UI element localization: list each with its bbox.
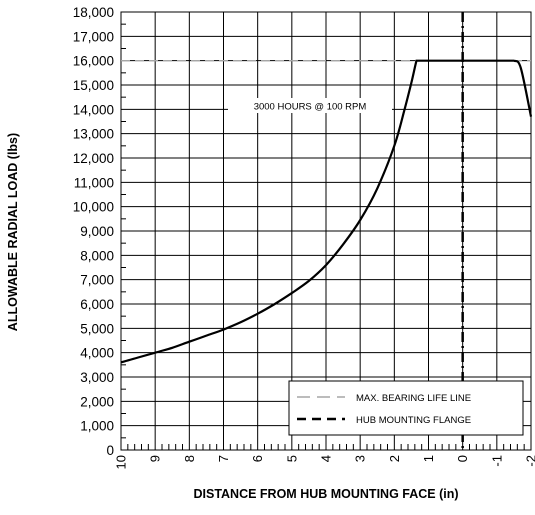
x-tick-label: 10 [114, 455, 129, 469]
x-tick-label: -1 [489, 455, 504, 467]
x-tick-label: 3 [353, 455, 368, 462]
y-tick-label: 0 [106, 443, 114, 458]
minor-ticks [121, 23, 525, 450]
x-tick-label: 4 [319, 455, 334, 462]
y-tick-labels: 0 1,000 2,000 3,000 4,000 5,000 6,000 7,000 8,00… [73, 5, 114, 458]
y-tick-label: 6,000 [80, 297, 114, 312]
y-tick-label: 7,000 [80, 273, 114, 288]
x-tick-label: 5 [284, 455, 299, 462]
y-tick-label: 1,000 [80, 419, 114, 434]
legend: MAX. BEARING LIFE LINE HUB MOUNTING FLAN… [288, 380, 524, 436]
legend-label-hub-flange: HUB MOUNTING FLANGE [356, 415, 471, 426]
y-tick-label: 14,000 [73, 102, 114, 117]
x-axis-title: DISTANCE FROM HUB MOUNTING FACE (in) [193, 487, 458, 501]
legend-label-bearing-life: MAX. BEARING LIFE LINE [356, 393, 471, 404]
y-tick-label: 4,000 [80, 346, 114, 361]
x-tick-label: 6 [250, 455, 265, 462]
y-axis-title: ALLOWABLE RADIAL LOAD (lbs) [6, 133, 20, 331]
plot-frame [120, 11, 532, 451]
y-tick-label: 5,000 [80, 321, 114, 336]
x-tick-label: 1 [421, 455, 436, 462]
y-tick-label: 12,000 [73, 151, 114, 166]
curve-annotation: 3000 HOURS @ 100 RPM [254, 102, 367, 113]
x-tick-label: 9 [148, 455, 163, 462]
y-tick-label: 9,000 [80, 224, 114, 239]
x-tick-label: -2 [524, 455, 535, 467]
x-tick-label: 7 [216, 455, 231, 462]
x-tick-labels: 10 9 8 7 6 5 4 3 2 1 0 -1 -2 [114, 455, 535, 469]
y-tick-label: 3,000 [80, 370, 114, 385]
y-tick-label: 10,000 [73, 200, 114, 215]
annotation-background [228, 98, 392, 113]
y-tick-label: 2,000 [80, 394, 114, 409]
y-tick-label: 17,000 [73, 29, 114, 44]
y-tick-label: 8,000 [80, 248, 114, 263]
y-tick-label: 13,000 [73, 127, 114, 142]
x-tick-label: 0 [455, 455, 470, 462]
radial-load-curve [120, 59, 533, 364]
y-tick-label: 15,000 [73, 78, 114, 93]
legend-box [288, 380, 524, 436]
y-tick-label: 11,000 [74, 175, 114, 190]
x-tick-label: 8 [182, 455, 197, 462]
y-tick-label: 18,000 [73, 5, 114, 20]
y-tick-label: 16,000 [73, 54, 114, 69]
x-tick-label: 2 [387, 455, 402, 462]
